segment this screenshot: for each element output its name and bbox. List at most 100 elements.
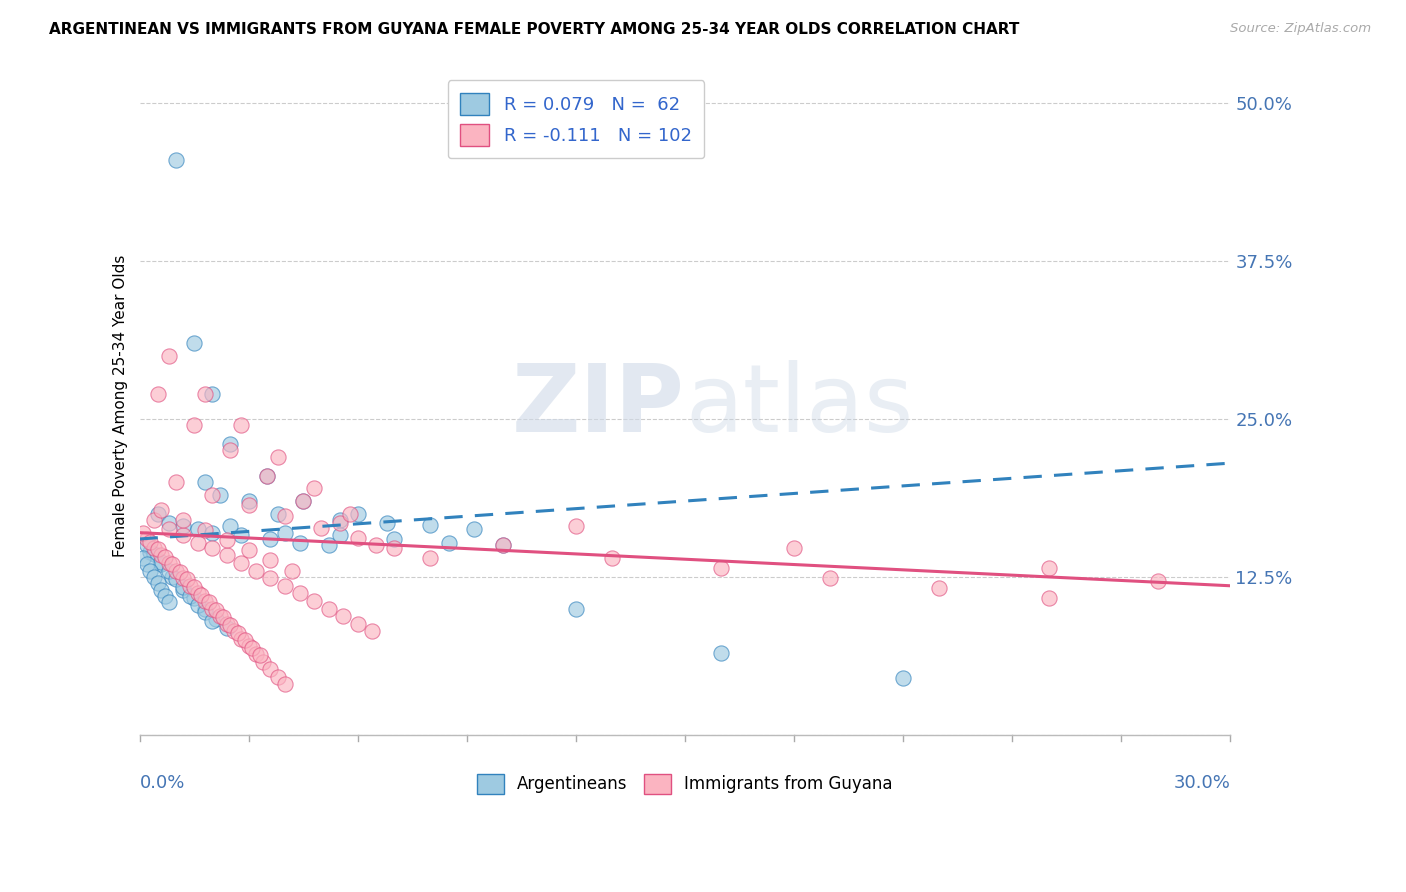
Point (231, 528, 253, 542)
Point (302, 482, 325, 496)
Point (165, 475, 187, 489)
Point (238, 498, 260, 512)
Point (891, 671, 914, 685)
Point (190, 588, 212, 602)
Point (157, 516, 180, 530)
Point (172, 582, 194, 597)
Point (600, 551, 623, 566)
Point (259, 532, 281, 546)
Point (150, 503, 173, 517)
Point (302, 594, 325, 608)
Point (215, 533, 238, 548)
Point (157, 564, 180, 578)
Point (328, 528, 350, 542)
Point (132, 525, 155, 540)
Point (288, 586, 311, 600)
Point (222, 624, 245, 639)
Point (1038, 591, 1060, 606)
Point (274, 525, 297, 540)
Point (346, 616, 368, 631)
Text: ZIP: ZIP (512, 360, 685, 452)
Point (238, 543, 260, 558)
Point (219, 443, 242, 458)
Point (1146, 574, 1168, 588)
Point (172, 580, 194, 594)
Point (183, 418, 205, 433)
Point (492, 538, 515, 552)
Point (419, 518, 441, 533)
Point (172, 571, 194, 585)
Point (179, 579, 201, 593)
Point (928, 582, 950, 596)
Point (238, 640, 260, 654)
Text: Source: ZipAtlas.com: Source: ZipAtlas.com (1230, 22, 1371, 36)
Text: ARGENTINEAN VS IMMIGRANTS FROM GUYANA FEMALE POVERTY AMONG 25-34 YEAR OLDS CORRE: ARGENTINEAN VS IMMIGRANTS FROM GUYANA FE… (49, 22, 1019, 37)
Point (249, 648, 271, 663)
Point (274, 509, 297, 524)
Point (212, 610, 235, 624)
Point (339, 507, 361, 521)
Point (565, 601, 588, 615)
Point (187, 598, 209, 612)
Point (162, 570, 184, 584)
Point (162, 558, 184, 572)
Point (240, 640, 263, 655)
Point (150, 582, 173, 597)
Point (205, 612, 228, 626)
Point (219, 437, 242, 451)
Point (256, 468, 278, 483)
Point (157, 556, 180, 570)
Point (208, 488, 231, 502)
Point (274, 677, 297, 691)
Point (135, 532, 157, 546)
Point (252, 655, 274, 669)
Point (215, 549, 238, 563)
Point (143, 541, 166, 555)
Point (259, 553, 281, 567)
Point (201, 541, 224, 555)
Point (256, 468, 278, 483)
Point (197, 595, 219, 609)
Point (231, 632, 253, 646)
Point (328, 516, 350, 530)
Point (292, 494, 315, 508)
Point (245, 647, 267, 661)
Point (194, 475, 217, 489)
Point (219, 519, 242, 533)
Point (153, 549, 176, 564)
Point (139, 564, 162, 578)
Point (146, 542, 169, 557)
Point (179, 589, 201, 603)
Point (169, 565, 191, 579)
Point (463, 522, 485, 536)
Point (382, 541, 405, 555)
Point (710, 646, 733, 660)
Point (172, 513, 194, 527)
Point (382, 532, 405, 546)
Point (1038, 561, 1060, 575)
Point (710, 561, 733, 575)
Point (187, 586, 209, 600)
Point (146, 507, 169, 521)
Point (194, 523, 217, 537)
Point (201, 601, 224, 615)
Point (194, 601, 217, 615)
Text: 0.0%: 0.0% (139, 774, 186, 792)
Point (565, 519, 588, 533)
Point (292, 494, 315, 508)
Point (183, 591, 205, 606)
Y-axis label: Female Poverty Among 25-34 Year Olds: Female Poverty Among 25-34 Year Olds (114, 255, 128, 558)
Point (201, 614, 224, 628)
Point (259, 571, 281, 585)
Point (150, 549, 173, 563)
Point (274, 579, 297, 593)
Point (201, 488, 224, 502)
Point (139, 544, 162, 558)
Point (150, 558, 173, 572)
Point (219, 618, 242, 632)
Point (165, 573, 187, 587)
Point (157, 522, 180, 536)
Point (267, 507, 290, 521)
Point (183, 580, 205, 594)
Point (176, 573, 198, 587)
